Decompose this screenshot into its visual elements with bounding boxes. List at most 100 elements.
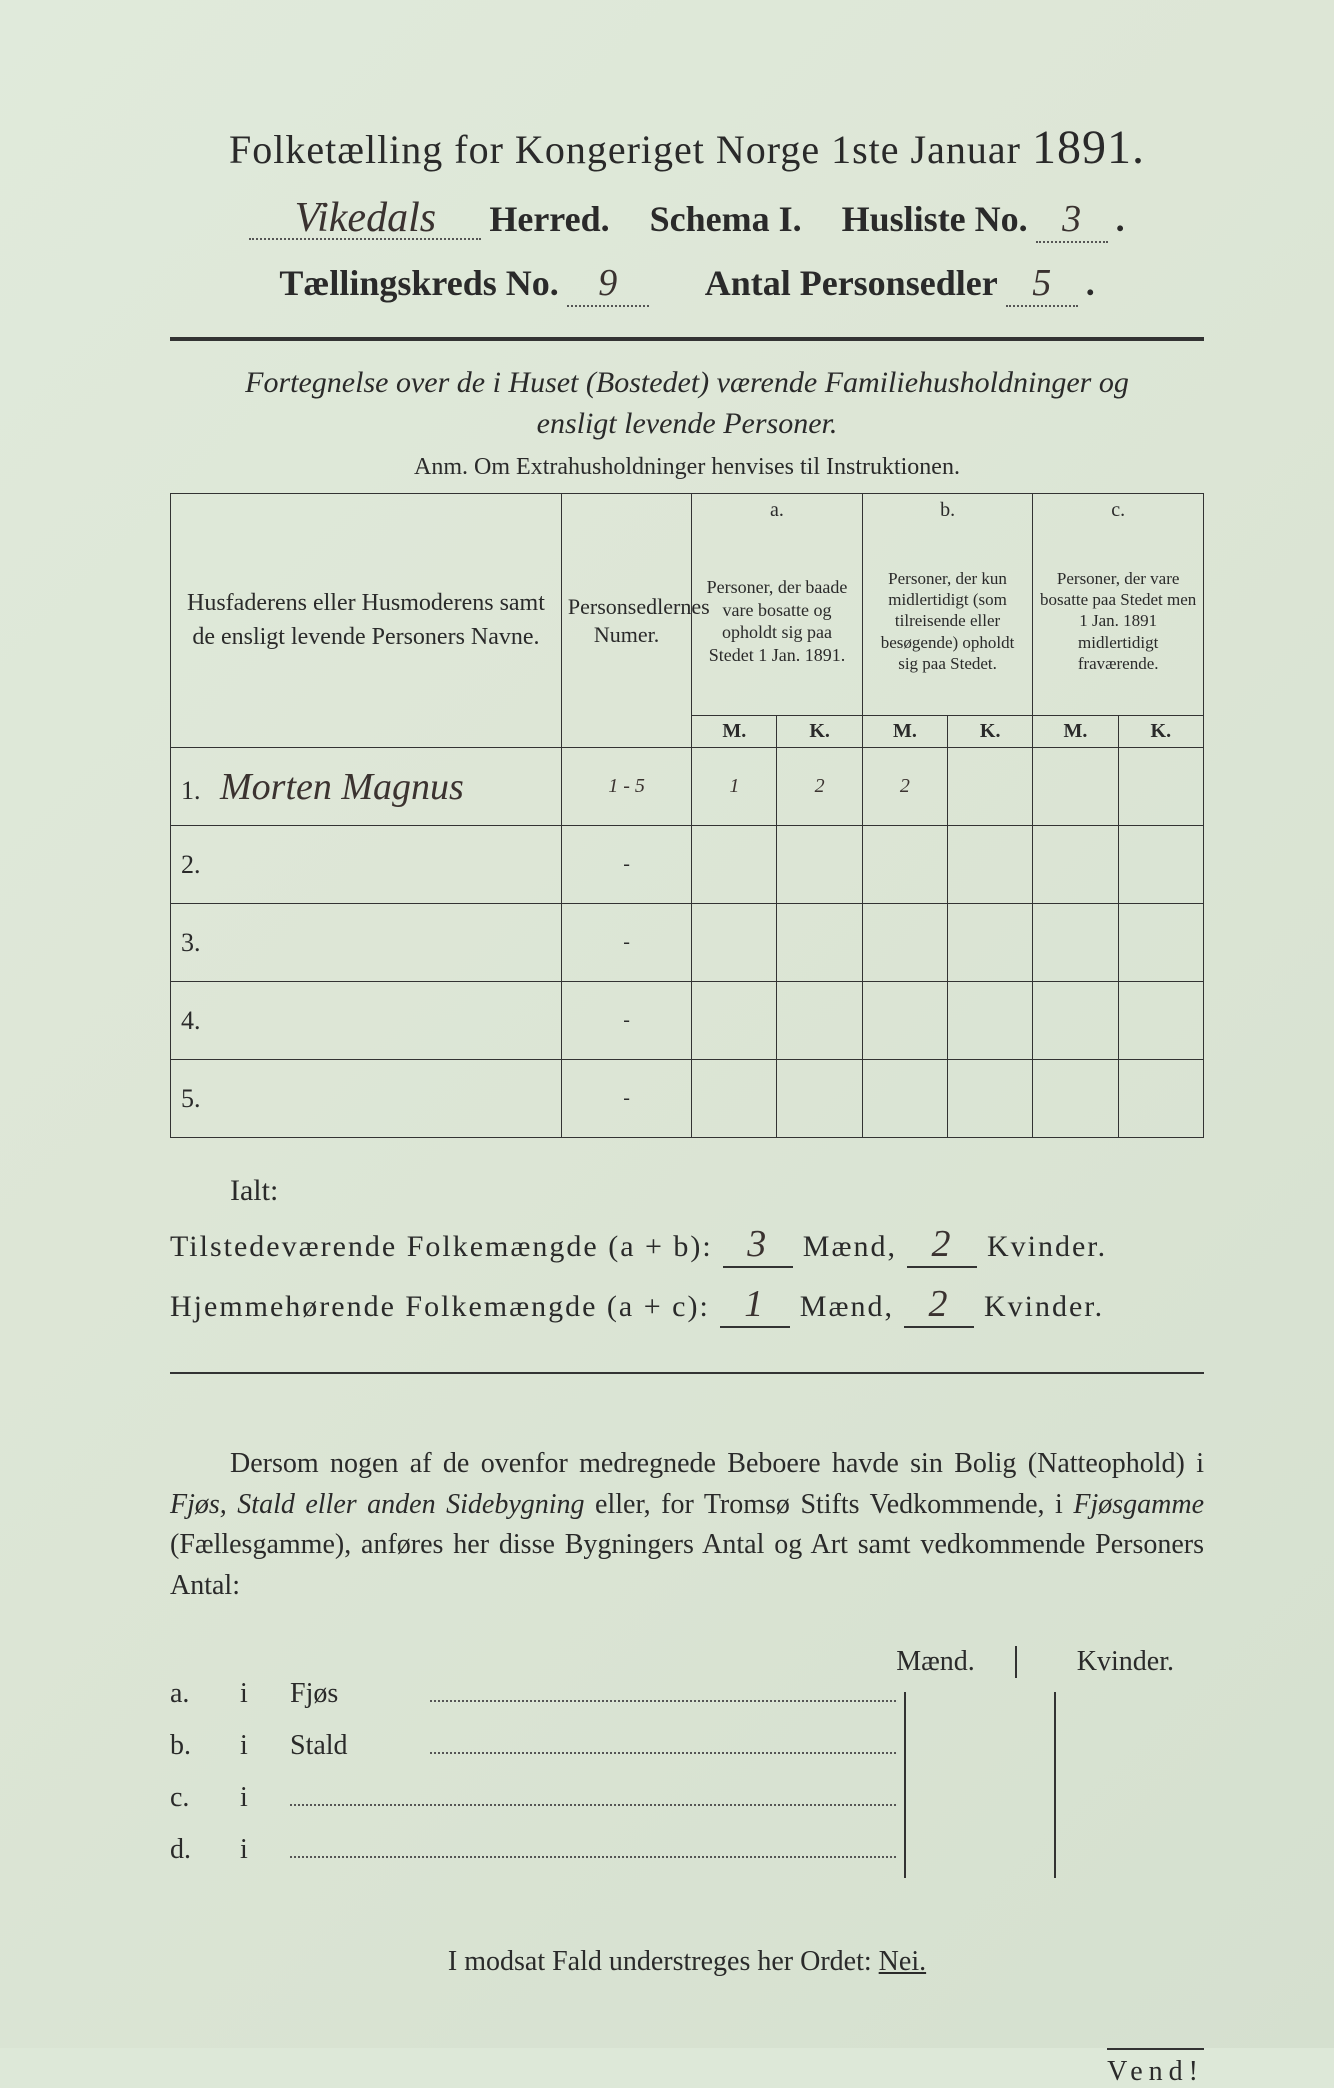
row-num: 1. <box>181 776 215 806</box>
cell-a-m <box>692 826 777 904</box>
title-prefix: Folketælling for Kongeriget Norge 1ste J… <box>229 127 1021 172</box>
para-ital-1: Fjøs, Stald eller anden Sidebygning <box>170 1489 585 1520</box>
paragraph: Dersom nogen af de ovenfor medregnede Be… <box>170 1444 1204 1606</box>
schema-label: Schema I. <box>650 198 802 240</box>
hjemme-k: 2 <box>904 1282 974 1328</box>
th-c-top: c. <box>1033 494 1204 528</box>
cell-num: - <box>561 826 691 904</box>
row-num: 3. <box>181 928 215 958</box>
building-list-head: Mænd. Kvinder. <box>170 1646 1204 1678</box>
th-a-top: a. <box>692 494 863 528</box>
row-num: 5. <box>181 1084 215 1114</box>
th-c-k: K. <box>1118 716 1203 748</box>
cell-b-m <box>862 904 947 982</box>
antal-value: 5 <box>1006 261 1078 307</box>
table-row: 5. - <box>171 1060 1204 1138</box>
divider-thin <box>170 1372 1204 1374</box>
cell-b-m <box>862 1060 947 1138</box>
ialt-label: Ialt: <box>230 1174 1204 1208</box>
kvinder-label-2: Kvinder. <box>984 1290 1104 1324</box>
cell-b-k <box>948 748 1033 826</box>
cell-c-k <box>1118 982 1203 1060</box>
cell-b-m: 2 <box>862 748 947 826</box>
table-row: 1. Morten Magnus 1 - 5 1 2 2 <box>171 748 1204 826</box>
tilstede-m: 3 <box>723 1222 793 1268</box>
cell-num: - <box>561 982 691 1060</box>
para-text-3: (Fællesgamme), anføres her disse Bygning… <box>170 1529 1204 1601</box>
cell-c-m <box>1033 982 1118 1060</box>
title-year: 1891. <box>1032 121 1145 174</box>
building-list: Mænd. Kvinder. a. i Fjøs b. i Stald c. i <box>170 1646 1204 1886</box>
dots <box>430 1686 896 1702</box>
cell-name: 2. <box>171 826 562 904</box>
cell-name: 3. <box>171 904 562 982</box>
hjemme-m: 1 <box>720 1282 790 1328</box>
para-ital-2: Fjøsgamme <box>1073 1489 1204 1520</box>
cell-c-m <box>1033 826 1118 904</box>
cell-c-k <box>1118 748 1203 826</box>
th-b-top: b. <box>862 494 1033 528</box>
th-a-k: K. <box>777 716 862 748</box>
th-names: Husfaderens eller Husmoderens samt de en… <box>171 494 562 748</box>
cell-a-m <box>692 904 777 982</box>
cell-b-m <box>862 826 947 904</box>
footer-text: I modsat Fald understreges her Ordet: <box>448 1946 879 1977</box>
cell-num: 1 - 5 <box>561 748 691 826</box>
th-b-k: K. <box>948 716 1033 748</box>
dots <box>430 1738 896 1754</box>
cell-name: 1. Morten Magnus <box>171 748 562 826</box>
row-name: Morten Magnus <box>220 766 464 808</box>
row-num: 2. <box>181 850 215 880</box>
table-row: 4. - <box>171 982 1204 1060</box>
tilstede-label: Tilstedeværende Folkemængde (a + b): <box>170 1230 713 1264</box>
list-a: d. <box>170 1834 240 1866</box>
th-num: Personsedlernes Numer. <box>561 494 691 748</box>
cell-num: - <box>561 1060 691 1138</box>
table-body: 1. Morten Magnus 1 - 5 1 2 2 2. - 3. <box>171 748 1204 1138</box>
page-title: Folketælling for Kongeriget Norge 1ste J… <box>170 120 1204 175</box>
husliste-label: Husliste No. <box>842 198 1028 240</box>
head-maend: Mænd. <box>896 1646 1017 1678</box>
subtitle: Fortegnelse over de i Huset (Bostedet) v… <box>210 363 1164 444</box>
cell-a-k <box>777 904 862 982</box>
cell-c-m <box>1033 1060 1118 1138</box>
list-label: Stald <box>290 1730 430 1762</box>
dots <box>290 1842 896 1858</box>
hjemme-label: Hjemmehørende Folkemængde (a + c): <box>170 1290 710 1324</box>
cell-c-k <box>1118 1060 1203 1138</box>
row-num: 4. <box>181 1006 215 1036</box>
census-form-page: Folketælling for Kongeriget Norge 1ste J… <box>0 0 1334 2048</box>
list-a: b. <box>170 1730 240 1762</box>
th-a: Personer, der baade vare bosatte og opho… <box>692 527 863 716</box>
cell-a-k <box>777 1060 862 1138</box>
list-item: b. i Stald <box>170 1730 1204 1782</box>
anm-note: Anm. Om Extrahusholdninger henvises til … <box>170 454 1204 481</box>
th-b-m: M. <box>862 716 947 748</box>
cell-b-k <box>948 1060 1033 1138</box>
cell-c-m <box>1033 748 1118 826</box>
maend-label: Mænd, <box>803 1230 897 1264</box>
footer-nei: Nei. <box>879 1946 926 1977</box>
list-i: i <box>240 1730 290 1762</box>
list-item: c. i <box>170 1782 1204 1834</box>
kreds-label: Tællingskreds No. <box>279 262 558 304</box>
footer-line: I modsat Fald understreges her Ordet: Ne… <box>170 1946 1204 1978</box>
header-line-3: Tællingskreds No. 9 Antal Personsedler 5… <box>170 261 1204 307</box>
tilstede-k: 2 <box>907 1222 977 1268</box>
divider-thick <box>170 337 1204 341</box>
table-head: Husfaderens eller Husmoderens samt de en… <box>171 494 1204 748</box>
th-a-m: M. <box>692 716 777 748</box>
header-line-2: Vikedals Herred. Schema I. Husliste No. … <box>170 197 1204 243</box>
para-text-1: Dersom nogen af de ovenfor medregnede Be… <box>230 1448 1204 1479</box>
list-a: a. <box>170 1678 240 1710</box>
list-a: c. <box>170 1782 240 1814</box>
list-item: d. i <box>170 1834 1204 1886</box>
cell-name: 4. <box>171 982 562 1060</box>
list-i: i <box>240 1834 290 1866</box>
census-table: Husfaderens eller Husmoderens samt de en… <box>170 493 1204 1138</box>
kvinder-label: Kvinder. <box>987 1230 1107 1264</box>
antal-dot: . <box>1086 262 1095 304</box>
cell-name: 5. <box>171 1060 562 1138</box>
cell-b-k <box>948 982 1033 1060</box>
cell-b-m <box>862 982 947 1060</box>
